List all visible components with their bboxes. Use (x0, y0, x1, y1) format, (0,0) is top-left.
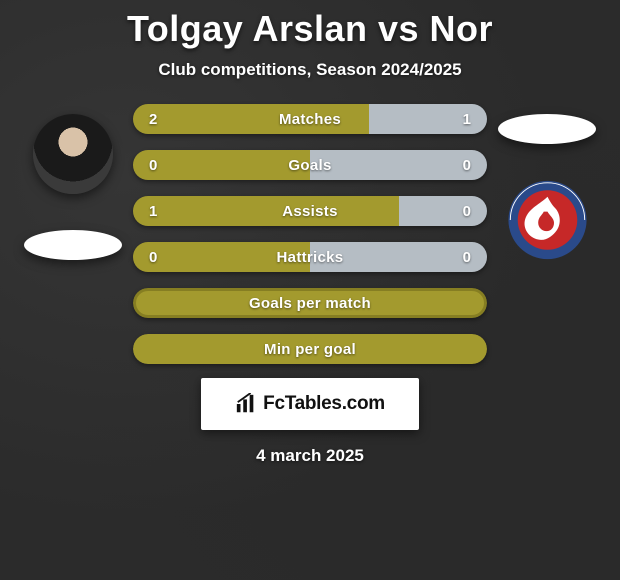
stat-bar: Goals per match (133, 288, 487, 318)
date-label: 4 march 2025 (256, 446, 364, 466)
page-subtitle: Club competitions, Season 2024/2025 (158, 60, 461, 80)
stat-label: Goals (133, 150, 487, 180)
left-player-col (13, 104, 133, 260)
player-right-photo-blank (498, 114, 596, 144)
player-right-club-badge (500, 180, 595, 260)
player-left-avatar (33, 114, 113, 194)
stat-label: Matches (133, 104, 487, 134)
stat-bar: 00Hattricks (133, 242, 487, 272)
stat-label: Assists (133, 196, 487, 226)
right-player-col (487, 104, 607, 260)
chart-icon (235, 393, 257, 415)
stat-bar: 21Matches (133, 104, 487, 134)
stat-bar: Min per goal (133, 334, 487, 364)
stat-bar: 00Goals (133, 150, 487, 180)
stat-label: Hattricks (133, 242, 487, 272)
main-row: 21Matches 00Goals 10Assists 00Hattricks Goal… (0, 104, 620, 364)
watermark-text: FcTables.com (263, 393, 385, 415)
stat-label: Min per goal (133, 334, 487, 364)
comparison-card: Tolgay Arslan vs Nor Club competitions, … (0, 0, 620, 580)
page-title: Tolgay Arslan vs Nor (127, 8, 493, 50)
stat-label: Goals per match (133, 288, 487, 318)
player-left-club-blank (24, 230, 122, 260)
club-badge-icon (500, 180, 595, 260)
stats-bars: 21Matches 00Goals 10Assists 00Hattricks Goal… (133, 104, 487, 364)
stat-bar: 10Assists (133, 196, 487, 226)
watermark: FcTables.com (201, 378, 419, 430)
